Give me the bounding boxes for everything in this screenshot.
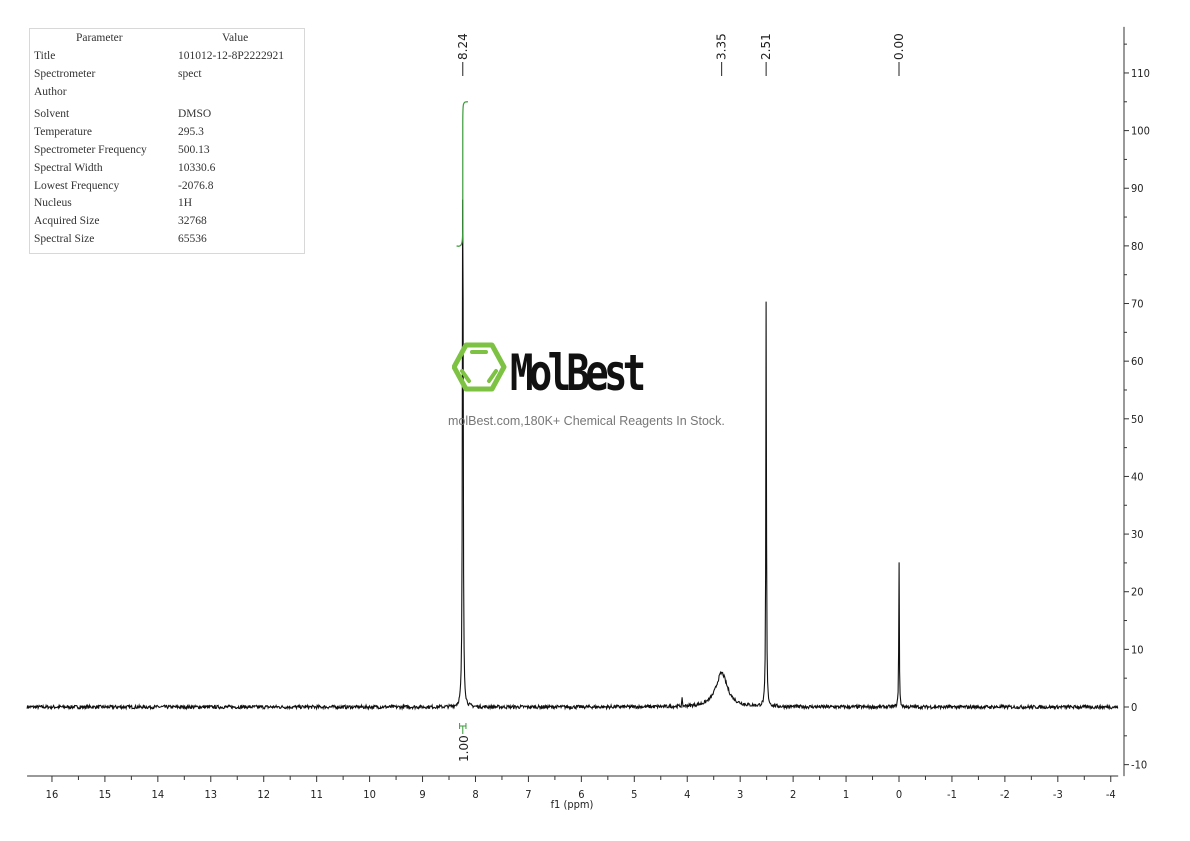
table-row: Author — [34, 86, 304, 102]
param-key: Spectrometer Frequency — [34, 144, 147, 156]
table-header: Parameter Value — [34, 32, 304, 48]
y-tick-label: 30 — [1131, 528, 1144, 541]
table-row: Nucleus 1H — [34, 197, 304, 213]
x-tick-label: 15 — [99, 788, 112, 801]
param-value: 500.13 — [178, 144, 210, 156]
integral-value: 1.00 — [457, 735, 471, 762]
table-row: Temperature 295.3 — [34, 126, 304, 142]
table-row: Spectral Size 65536 — [34, 233, 304, 249]
y-tick-label: 10 — [1131, 643, 1144, 656]
param-key: Spectral Size — [34, 233, 95, 245]
peak-label: 0.00 — [892, 33, 906, 60]
y-tick-label: 110 — [1131, 67, 1150, 80]
y-tick-label: 40 — [1131, 470, 1144, 483]
param-value: 295.3 — [178, 126, 204, 138]
x-tick-label: 10 — [363, 788, 376, 801]
param-value: spect — [178, 68, 202, 80]
x-tick-label: 13 — [204, 788, 217, 801]
y-tick-label: 70 — [1131, 298, 1144, 311]
param-value: DMSO — [178, 108, 212, 120]
table-row: Spectrometer spect — [34, 68, 304, 84]
param-value: 10330.6 — [178, 162, 216, 174]
param-key: Title — [34, 50, 56, 62]
y-tick-label: 60 — [1131, 355, 1144, 368]
x-tick-label: 0 — [896, 788, 902, 801]
param-key: Nucleus — [34, 197, 72, 209]
param-key: Author — [34, 86, 67, 98]
x-tick-label: -2 — [1000, 788, 1010, 801]
table-row: Spectrometer Frequency 500.13 — [34, 144, 304, 160]
x-tick-label: 4 — [684, 788, 690, 801]
table-row: Title 101012-12-8P2222921 — [34, 50, 304, 66]
param-value: 32768 — [178, 215, 207, 227]
y-tick-label: -10 — [1131, 759, 1147, 772]
table-row: Spectral Width 10330.6 — [34, 162, 304, 178]
integral-bracket — [459, 723, 467, 734]
x-tick-label: 7 — [525, 788, 531, 801]
table-row: Acquired Size 32768 — [34, 215, 304, 231]
param-value: 1H — [178, 197, 193, 209]
table-row: Solvent DMSO — [34, 108, 304, 124]
y-tick-label: 80 — [1131, 240, 1144, 253]
x-tick-label: 16 — [46, 788, 59, 801]
param-value: Value — [222, 32, 249, 44]
logo-text: MolBest — [510, 344, 646, 402]
param-value: 65536 — [178, 233, 207, 245]
peak-label: 3.35 — [715, 33, 729, 60]
param-key: Temperature — [34, 126, 92, 138]
x-tick-label: 6 — [578, 788, 584, 801]
molbest-logo-icon — [452, 342, 507, 392]
x-tick-label: 8 — [472, 788, 478, 801]
param-key: Parameter — [76, 32, 123, 44]
y-tick-label: 20 — [1131, 586, 1144, 599]
param-value: -2076.8 — [178, 180, 214, 192]
peak-label: 8.24 — [456, 33, 470, 60]
watermark-tagline: molBest.com,180K+ Chemical Reagents In S… — [448, 414, 725, 428]
y-tick-label: 50 — [1131, 413, 1144, 426]
param-key: Solvent — [34, 108, 70, 120]
parameter-table: Parameter Value Title 101012-12-8P2222921 Sp… — [29, 28, 305, 254]
param-key: Lowest Frequency — [34, 180, 120, 192]
x-tick-label: 12 — [257, 788, 270, 801]
x-axis-label: f1 (ppm) — [551, 798, 594, 811]
x-tick-label: 9 — [419, 788, 425, 801]
x-tick-label: -3 — [1053, 788, 1063, 801]
param-key: Acquired Size — [34, 215, 100, 227]
peak-label: 2.51 — [759, 33, 773, 60]
x-tick-label: 2 — [790, 788, 796, 801]
x-tick-label: 5 — [631, 788, 637, 801]
x-tick-label: -4 — [1106, 788, 1116, 801]
integral-curve — [456, 101, 468, 247]
y-tick-label: 0 — [1131, 701, 1137, 714]
x-tick-label: 11 — [310, 788, 323, 801]
table-row: Lowest Frequency -2076.8 — [34, 180, 304, 196]
y-tick-label: 100 — [1131, 125, 1150, 138]
x-tick-label: 14 — [152, 788, 165, 801]
x-tick-label: 3 — [737, 788, 743, 801]
x-tick-label: -1 — [947, 788, 957, 801]
spectrum-line — [26, 199, 1119, 711]
param-key: Spectrometer — [34, 68, 96, 80]
param-value: 101012-12-8P2222921 — [178, 50, 285, 62]
x-tick-label: 1 — [843, 788, 849, 801]
param-key: Spectral Width — [34, 162, 103, 174]
y-tick-label: 90 — [1131, 182, 1144, 195]
